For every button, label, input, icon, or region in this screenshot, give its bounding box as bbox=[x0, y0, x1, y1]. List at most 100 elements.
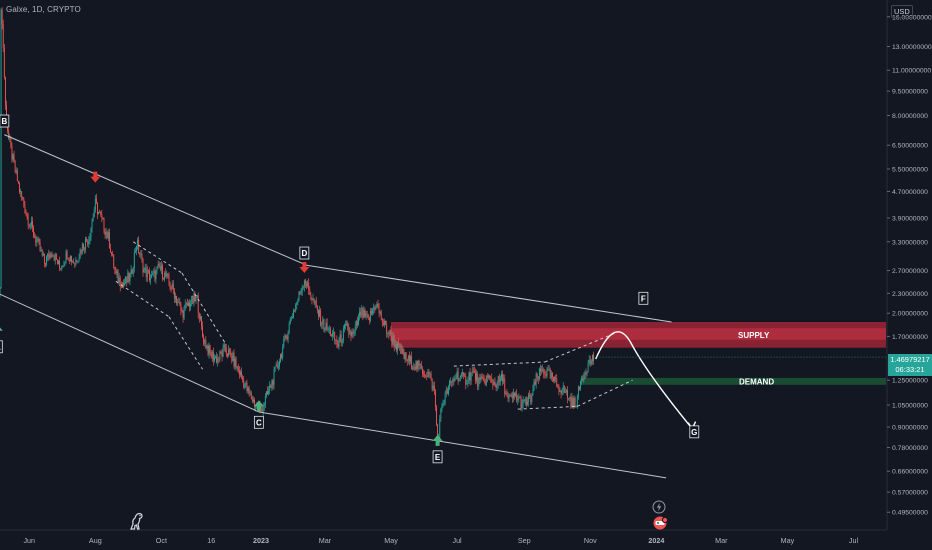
candle-body bbox=[443, 403, 445, 405]
candle-body bbox=[193, 294, 195, 304]
candle-body bbox=[130, 269, 132, 274]
wave-label-b-box bbox=[0, 114, 10, 128]
candle-body bbox=[358, 316, 359, 325]
candle-body bbox=[207, 345, 209, 355]
candle-body bbox=[134, 251, 136, 253]
candle-body bbox=[351, 332, 353, 337]
candle-body bbox=[567, 390, 569, 399]
candle-body bbox=[16, 170, 18, 182]
candle-body bbox=[165, 272, 167, 277]
candle-body bbox=[268, 390, 270, 394]
candle-body bbox=[506, 393, 508, 395]
candle-body bbox=[315, 301, 317, 306]
candle-body bbox=[280, 353, 281, 362]
candle-body bbox=[172, 283, 174, 291]
candle-body bbox=[332, 332, 333, 337]
candle-body bbox=[570, 396, 572, 408]
candle-body bbox=[326, 322, 328, 330]
candle-body bbox=[116, 271, 118, 274]
candle-body bbox=[362, 308, 364, 318]
candle-body bbox=[36, 240, 38, 243]
candle-body bbox=[361, 308, 363, 316]
candle-body bbox=[451, 381, 453, 383]
candle-body bbox=[454, 379, 456, 382]
candle-body bbox=[510, 394, 512, 396]
candle-body bbox=[379, 311, 381, 313]
candle-body bbox=[403, 353, 405, 359]
candle-body bbox=[69, 255, 71, 262]
candle-body bbox=[537, 377, 539, 380]
candle-body bbox=[269, 385, 271, 391]
candle-body bbox=[17, 181, 19, 184]
candle-body bbox=[563, 385, 565, 393]
candle-body bbox=[160, 265, 162, 270]
candle-body bbox=[516, 393, 518, 401]
candle-body bbox=[306, 284, 307, 287]
candle-body bbox=[71, 255, 72, 262]
candle-body bbox=[369, 311, 371, 321]
candle-body bbox=[154, 270, 156, 280]
candle-body bbox=[465, 376, 467, 385]
candle-body bbox=[324, 329, 326, 330]
candle-body bbox=[65, 251, 67, 263]
candle-body bbox=[24, 205, 26, 213]
candle-body bbox=[480, 376, 482, 381]
candle-body bbox=[541, 370, 543, 372]
currency-label[interactable]: USD bbox=[891, 5, 913, 18]
candle-body bbox=[329, 328, 331, 336]
candle-body bbox=[34, 235, 36, 238]
candle-body bbox=[404, 352, 406, 359]
candle-body bbox=[287, 332, 289, 340]
trendline-2 bbox=[0, 293, 260, 413]
candle-body bbox=[238, 370, 240, 376]
candle-body bbox=[115, 269, 117, 274]
candle-body bbox=[519, 397, 521, 399]
candle-body bbox=[52, 255, 54, 257]
candle-body bbox=[462, 372, 463, 374]
candle-body bbox=[546, 369, 548, 377]
candle-body bbox=[203, 336, 205, 344]
candle-body bbox=[50, 253, 52, 258]
channel-line-3 bbox=[168, 316, 203, 370]
candle-body bbox=[254, 399, 255, 407]
candle-body bbox=[243, 379, 245, 388]
candle-body bbox=[327, 329, 329, 330]
candle-body bbox=[325, 322, 327, 330]
candle-body bbox=[559, 391, 561, 392]
symbol-title[interactable]: Galxe, 1D, CRYPTO bbox=[6, 5, 81, 14]
candle-body bbox=[178, 301, 180, 303]
candle-body bbox=[198, 313, 200, 320]
candle-body bbox=[164, 272, 166, 280]
candle-body bbox=[185, 303, 187, 305]
time-axis-bg bbox=[0, 530, 887, 550]
candle-body bbox=[340, 334, 342, 343]
candle-body bbox=[421, 368, 423, 374]
candle-body bbox=[353, 331, 355, 334]
candle-body bbox=[476, 373, 478, 381]
candle-body bbox=[426, 375, 428, 378]
candle-body bbox=[475, 372, 476, 381]
tradingview-dino-icon[interactable] bbox=[129, 512, 145, 535]
candle-body bbox=[441, 405, 443, 410]
candle-body bbox=[251, 398, 253, 402]
candle-body bbox=[548, 369, 550, 371]
candle-body bbox=[392, 336, 394, 344]
candle-body bbox=[66, 251, 68, 260]
candle-body bbox=[205, 340, 207, 349]
candle-body bbox=[197, 295, 199, 314]
candle-body bbox=[146, 269, 148, 278]
candle-body bbox=[419, 364, 421, 366]
candle-body bbox=[232, 352, 234, 362]
candle-body bbox=[572, 397, 574, 408]
candle-body bbox=[517, 398, 519, 401]
event-badges[interactable] bbox=[650, 500, 672, 537]
candle-body bbox=[28, 224, 30, 227]
candle-body bbox=[153, 270, 155, 274]
price-tick-label: 2.30000000 bbox=[892, 291, 928, 298]
candle-body bbox=[9, 138, 11, 140]
candle-body bbox=[460, 373, 462, 376]
candle-body bbox=[270, 385, 272, 388]
candle-body bbox=[6, 105, 7, 122]
